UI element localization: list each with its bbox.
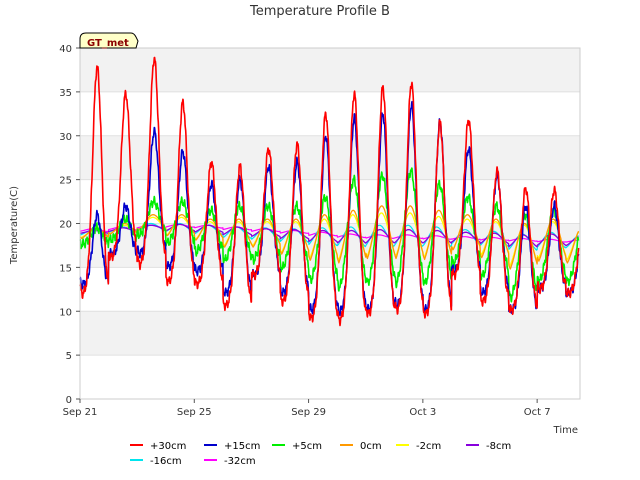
y-tick-label: 30 bbox=[59, 132, 72, 143]
grid bbox=[80, 47, 580, 400]
y-tick-label: 5 bbox=[66, 351, 72, 362]
legend-label: +30cm bbox=[150, 441, 186, 452]
chart-title: Temperature Profile B bbox=[249, 4, 390, 19]
x-tick-label: Oct 3 bbox=[409, 407, 436, 418]
x-tick-label: Sep 29 bbox=[291, 407, 326, 418]
y-tick-label: 25 bbox=[59, 176, 72, 187]
y-tick-label: 35 bbox=[59, 88, 72, 99]
legend-label: -2cm bbox=[416, 441, 441, 452]
y-tick-label: 20 bbox=[59, 220, 72, 231]
y-tick-label: 15 bbox=[59, 263, 72, 274]
legend-label: -8cm bbox=[486, 441, 511, 452]
x-tick-label: Sep 25 bbox=[177, 407, 212, 418]
legend: +30cm +15cm +5cm 0cm -2cm -8cm -16cm -32cm bbox=[130, 441, 511, 467]
legend-label: -16cm bbox=[150, 456, 182, 467]
y-tick-label: 40 bbox=[59, 44, 72, 55]
legend-label: +15cm bbox=[224, 441, 260, 452]
legend-label: -32cm bbox=[224, 456, 256, 467]
x-tick-label: Sep 21 bbox=[63, 407, 98, 418]
legend-label: 0cm bbox=[360, 441, 382, 452]
y-tick-label: 10 bbox=[59, 307, 72, 318]
y-axis: 0 5 10 15 20 25 30 35 40 bbox=[59, 44, 80, 406]
x-axis: Sep 21 Sep 25 Sep 29 Oct 3 Oct 7 bbox=[63, 399, 551, 418]
site-badge-shape bbox=[79, 32, 139, 49]
legend-label: +5cm bbox=[292, 441, 322, 452]
x-axis-label: Time bbox=[553, 425, 578, 436]
grid-band bbox=[80, 311, 580, 356]
y-axis-label: Temperature(C) bbox=[9, 186, 20, 265]
grid-band bbox=[80, 48, 580, 92]
series-layer bbox=[79, 56, 580, 327]
site-badge: GT_met bbox=[79, 32, 139, 49]
y-tick-label: 0 bbox=[66, 395, 72, 406]
series-line-+30cm bbox=[79, 56, 580, 327]
x-tick-label: Oct 7 bbox=[524, 407, 551, 418]
site-badge-label: GT_met bbox=[87, 38, 129, 49]
